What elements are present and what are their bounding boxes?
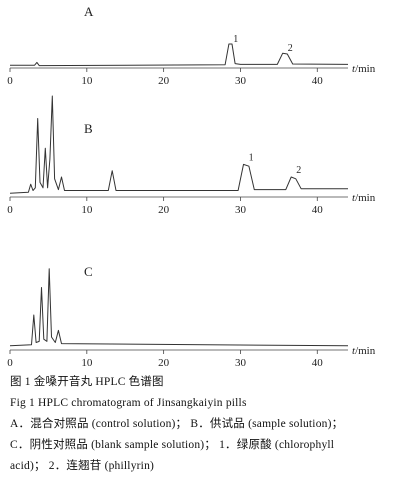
x-tick-label-1-4: 40 [312,204,324,216]
x-axis-label-1: t/min [352,192,376,204]
chromatogram-figure: A 0 10 20 30 40 t/min 1 2 B 0 10 20 30 40 t/min 1 2 C 0 10 20… [7,4,376,369]
x-tick-label-2-1: 10 [81,357,93,369]
caption-legend-line-1: A．混合对照品 (control solution)； B．供试品 (sampl… [10,418,344,430]
peak-label-0-0: 1 [233,34,238,45]
x-tick-label-0-1: 10 [81,75,93,87]
x-tick-label-0-3: 30 [235,75,247,87]
panel-label-b: B [84,121,93,136]
peak-label-1-1: 2 [296,165,301,176]
peak-label-0-1: 2 [288,43,293,54]
panel-label-a: A [84,4,94,19]
x-axis-label-0: t/min [352,63,376,75]
caption-legend-line-2: C．阴性对照品 (blank sample solution)； 1．绿原酸 (… [10,439,335,451]
peak-label-1-0: 1 [249,153,254,164]
chromatogram-trace-2-0 [9,268,349,347]
x-tick-label-1-1: 10 [81,204,93,216]
x-axis-label-2: t/min [352,345,376,357]
x-tick-label-2-0: 0 [7,357,13,369]
x-tick-label-2-3: 30 [235,357,247,369]
x-tick-label-0-0: 0 [7,75,13,87]
x-tick-label-1-2: 20 [158,204,170,216]
x-tick-label-2-4: 40 [312,357,324,369]
x-tick-label-0-2: 20 [158,75,170,87]
x-tick-label-1-3: 30 [235,204,247,216]
x-tick-label-2-2: 20 [158,357,170,369]
x-tick-label-1-0: 0 [7,204,13,216]
chromatogram-trace-1-0 [9,95,348,194]
x-tick-label-0-4: 40 [312,75,324,87]
figure-caption-english: Fig 1 HPLC chromatogram of Jinsangkaiyin… [10,397,247,409]
chromatogram-trace-0-0 [10,43,349,67]
panel-label-c: C [84,264,93,279]
figure-caption-chinese: 图 1 金嗓开音丸 HPLC 色谱图 [10,376,164,388]
caption-legend-line-3: acid)； 2．连翘苷 (phillyrin) [10,460,155,472]
